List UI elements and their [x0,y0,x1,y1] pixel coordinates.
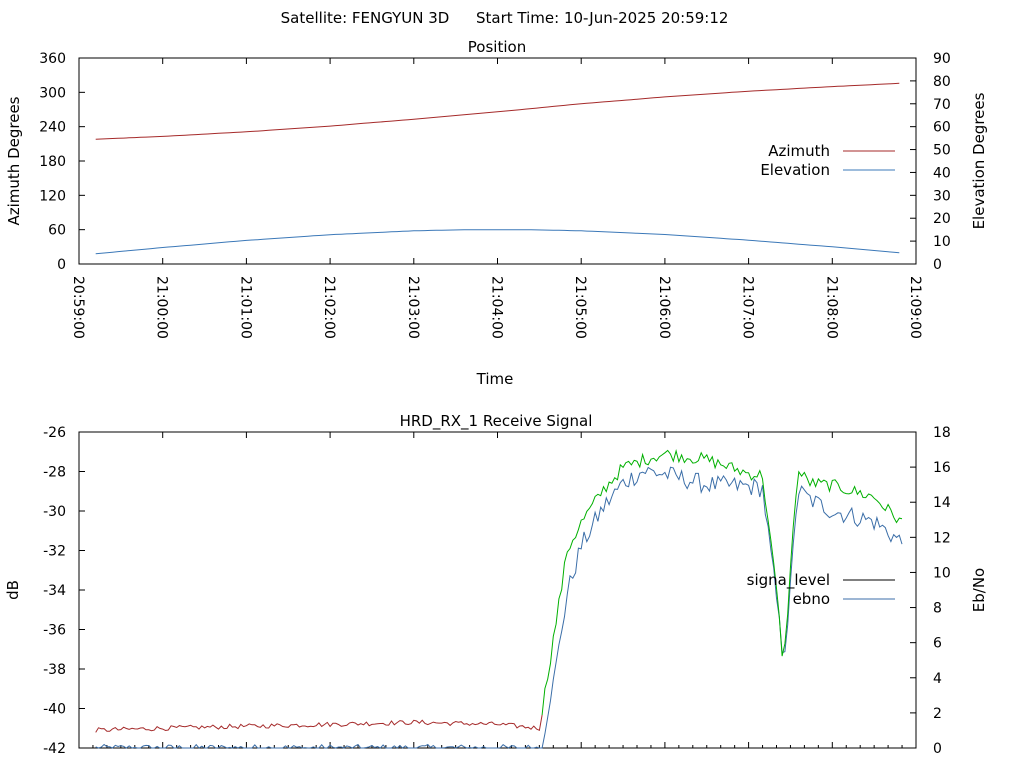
series-line-ebno [95,466,903,749]
legend-ebno-label: ebno [793,590,830,608]
y2-tick-label: 6 [933,636,942,652]
y2-tick-label: 8 [933,601,942,617]
y2-tick-label: 4 [933,671,942,687]
x-tick-label: 21:06:00 [656,276,672,339]
elevation-axis-label: Elevation Degrees [970,92,988,229]
y2-tick-label: 60 [933,120,951,136]
legend-elevation-label: Elevation [760,161,830,179]
y-tick-label: -36 [43,623,66,639]
series-line-signal-level-baseline [95,714,543,733]
y-tick-label: -40 [43,702,66,718]
y-tick-label: -26 [43,425,66,441]
y-tick-label: -38 [43,662,66,678]
x-tick-label: 21:09:00 [907,276,923,339]
ebno-axis-label: Eb/No [970,568,988,612]
x-tick-label: 21:01:00 [237,276,253,339]
x-tick-label: 21:04:00 [489,276,505,339]
y-tick-label: -30 [43,504,66,520]
legend-azimuth-label: Azimuth [768,142,830,160]
signal-chart-title: HRD_RX_1 Receive Signal [400,412,593,431]
y2-tick-label: 40 [933,165,951,181]
x-tick-label: 21:08:00 [823,276,839,339]
x-tick-label: 21:07:00 [740,276,756,339]
position-chart: Position 0 60 120 180 240 300 360 0 10 20 30 40 50 60… [5,38,988,388]
series-line-signal-level [541,449,903,716]
y2-tick-label: 18 [933,425,951,441]
y2-tick-label: 80 [933,74,951,90]
time-axis-label: Time [476,370,514,388]
x-tick-label: 21:00:00 [154,276,170,339]
x-tick-label: 21:03:00 [405,276,421,339]
signal-ticks: -42 -40 -38 -36 -34 -32 -30 -28 -26 0 2 4 6 8 10 12 14 16… [43,425,951,757]
y2-tick-label: 90 [933,51,951,67]
series-line-elevation [95,229,900,255]
y2-tick-label: 20 [933,211,951,227]
y-tick-label: -34 [43,583,66,599]
y2-tick-label: 10 [933,565,951,581]
x-tick-label: 20:59:00 [70,276,86,339]
y-tick-label: 0 [57,257,66,273]
y-tick-label: 240 [39,120,66,136]
series-line-azimuth [95,82,900,140]
y-tick-label: 120 [39,188,66,204]
start-time-label: Start Time: 10-Jun-2025 20:59:12 [476,9,728,27]
position-chart-title: Position [468,38,526,56]
y2-tick-label: 14 [933,495,951,511]
x-tick-label: 21:05:00 [572,276,588,339]
position-ticks: 0 60 120 180 240 300 360 0 10 20 30 40 50 60 70 80 90 20:… [39,51,951,339]
y2-tick-label: 50 [933,143,951,159]
signal-series [95,449,903,749]
y-tick-label: -28 [43,465,66,481]
position-legend: Azimuth Elevation [760,142,895,179]
signal-chart: HRD_RX_1 Receive Signal -42-40-38-36-34-… [4,412,988,757]
y2-tick-label: 0 [933,741,942,757]
azimuth-axis-label: Azimuth Degrees [5,96,23,225]
y2-tick-label: 10 [933,234,951,250]
position-series [95,82,900,255]
y2-tick-label: 70 [933,97,951,113]
db-axis-label: dB [4,580,22,600]
y-tick-label: -42 [43,741,66,757]
y2-tick-label: 2 [933,706,942,722]
satellite-label: Satellite: FENGYUN 3D [281,9,450,27]
y-tick-label: -32 [43,544,66,560]
y-tick-label: 360 [39,51,66,67]
signal-legend: signa_level ebno [747,571,895,608]
y-tick-label: 60 [48,223,66,239]
legend-signal-level-label: signa_level [747,571,830,590]
x-tick-label: 21:02:00 [321,276,337,339]
y2-tick-label: 0 [933,257,942,273]
y2-tick-label: 16 [933,460,951,476]
y-tick-label: 180 [39,154,66,170]
y2-tick-label: 30 [933,188,951,204]
signal-plot-frame [78,431,917,749]
y2-tick-label: 12 [933,530,951,546]
y-tick-label: 300 [39,85,66,101]
